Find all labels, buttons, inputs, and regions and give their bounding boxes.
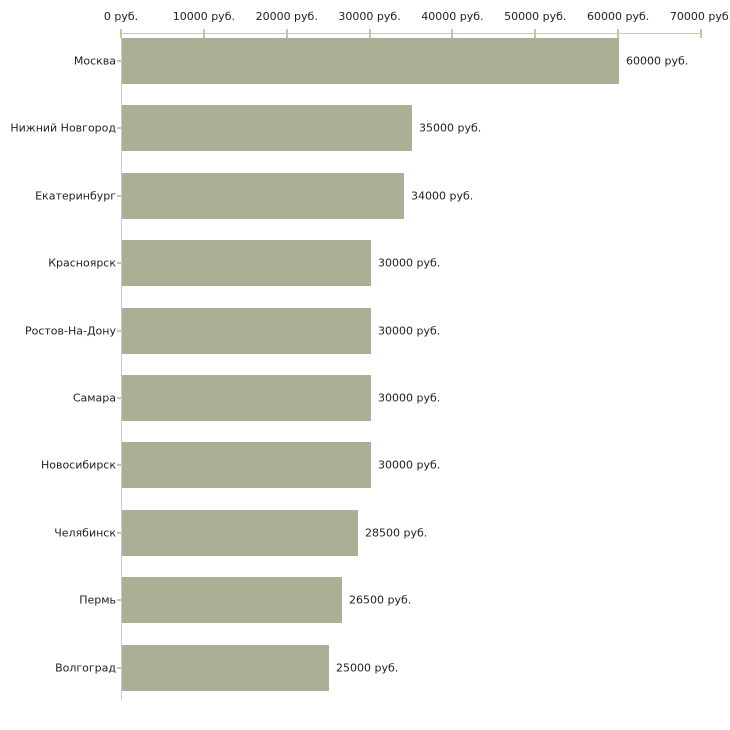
category-tick: [117, 60, 121, 62]
bar: [122, 105, 412, 152]
category-tick: [117, 329, 121, 332]
x-axis-tick-label: 30000 руб.: [338, 10, 401, 23]
value-label: 30000 руб.: [378, 391, 441, 405]
category-label: Красноярск: [48, 256, 116, 270]
category-tick: [117, 599, 121, 602]
bar: [122, 644, 329, 691]
category-label: Челябинск: [54, 526, 116, 540]
y-axis-line: [121, 33, 122, 700]
category-label: Ростов-На-Дону: [24, 324, 116, 338]
bar: [122, 307, 371, 354]
x-axis-tick-label: 60000 руб.: [587, 10, 650, 23]
category-label: Самара: [72, 391, 116, 405]
x-axis-tick-label: 10000 руб.: [172, 10, 235, 23]
bar: [122, 240, 371, 287]
category-tick: [117, 262, 121, 265]
category-tick: [117, 194, 121, 197]
x-axis-tick: [285, 29, 288, 38]
x-axis-tick-label: 70000 руб.: [669, 10, 730, 23]
value-label: 60000 руб.: [626, 54, 689, 68]
category-label: Екатеринбург: [35, 189, 116, 203]
x-axis-tick: [202, 29, 205, 38]
x-axis-tick-label: 0 руб.: [103, 10, 139, 23]
value-label: 35000 руб.: [419, 121, 482, 135]
x-axis-tick-label: 50000 руб.: [504, 10, 567, 23]
x-axis-line: [121, 33, 702, 34]
x-axis-tick: [451, 29, 454, 38]
bar: [122, 172, 404, 219]
x-axis-tick: [120, 29, 122, 38]
x-axis-tick-label: 20000 руб.: [255, 10, 318, 23]
x-axis-tick: [534, 29, 537, 38]
value-label: 34000 руб.: [411, 189, 474, 203]
bar: [122, 442, 371, 489]
category-label: Нижний Новгород: [10, 121, 116, 135]
value-label: 30000 руб.: [378, 458, 441, 472]
value-label: 30000 руб.: [378, 324, 441, 338]
x-axis-tick: [368, 29, 371, 38]
category-label: Пермь: [79, 593, 116, 607]
category-tick: [117, 531, 121, 534]
category-label: Волгоград: [55, 661, 116, 675]
bar: [122, 38, 619, 84]
x-axis-tick-label: 40000 руб.: [421, 10, 484, 23]
bar: [122, 577, 342, 624]
category-tick: [117, 666, 121, 669]
bar: [122, 509, 358, 556]
value-label: 30000 руб.: [378, 256, 441, 270]
category-label: Москва: [73, 54, 116, 68]
bar: [122, 375, 371, 421]
category-tick: [117, 464, 121, 467]
x-axis-tick: [700, 29, 702, 38]
value-label: 28500 руб.: [365, 526, 428, 540]
category-label: Новосибирск: [40, 458, 116, 472]
category-tick: [117, 397, 121, 399]
value-label: 26500 руб.: [349, 593, 412, 607]
category-tick: [117, 127, 121, 130]
x-axis-tick: [617, 29, 620, 38]
value-label: 25000 руб.: [336, 661, 399, 675]
